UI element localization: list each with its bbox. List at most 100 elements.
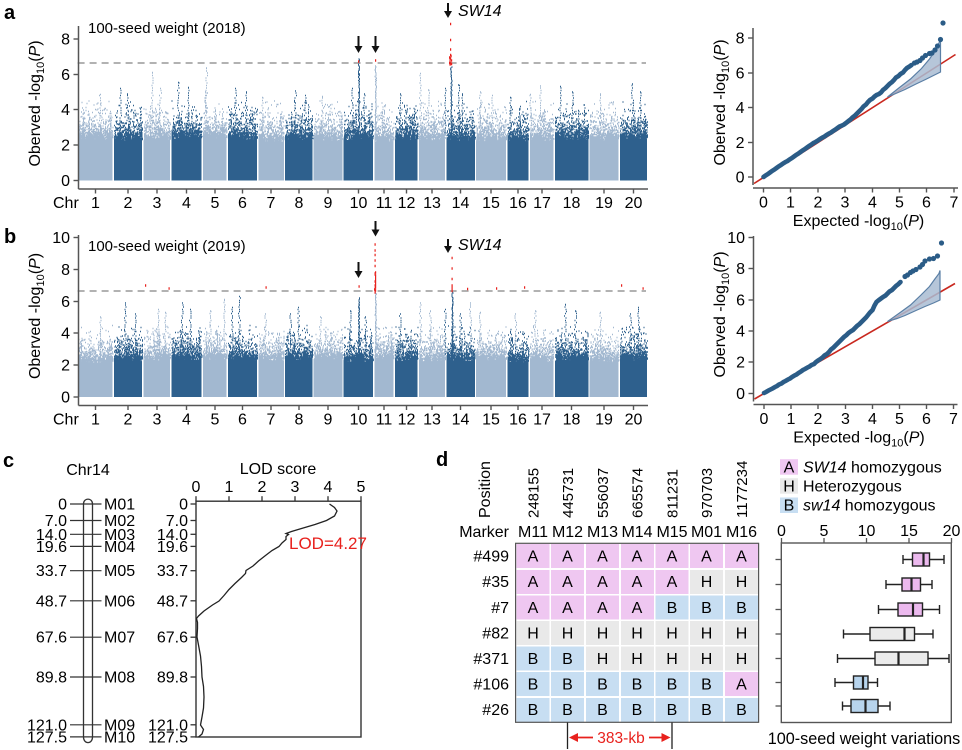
svg-text:B: B (528, 702, 539, 719)
svg-text:B: B (701, 600, 712, 617)
svg-text:sw14 homozygous: sw14 homozygous (803, 498, 936, 515)
svg-text:8: 8 (295, 412, 304, 429)
svg-text:#371: #371 (473, 651, 509, 668)
svg-text:A: A (736, 549, 747, 566)
svg-text:6: 6 (238, 412, 247, 429)
svg-text:H: H (736, 574, 748, 591)
svg-text:7: 7 (949, 411, 958, 428)
svg-text:19: 19 (595, 195, 613, 212)
svg-text:Marker: Marker (459, 524, 509, 541)
svg-text:0: 0 (179, 497, 188, 514)
svg-text:10: 10 (858, 523, 876, 540)
svg-text:H: H (701, 574, 713, 591)
svg-text:M09: M09 (104, 717, 135, 734)
svg-text:5: 5 (211, 412, 220, 429)
svg-text:1177234: 1177234 (734, 461, 751, 518)
svg-text:127.5: 127.5 (27, 729, 67, 746)
svg-text:4: 4 (61, 102, 70, 119)
svg-text:18: 18 (563, 195, 581, 212)
svg-text:2: 2 (124, 195, 133, 212)
svg-text:B: B (667, 702, 678, 719)
svg-text:17: 17 (533, 412, 551, 429)
svg-text:6: 6 (238, 195, 247, 212)
svg-text:SW14: SW14 (458, 237, 502, 254)
svg-text:H: H (701, 651, 713, 668)
svg-text:M01: M01 (691, 524, 722, 541)
svg-text:10: 10 (52, 230, 70, 247)
svg-text:1: 1 (225, 479, 234, 496)
svg-text:H: H (736, 626, 748, 643)
svg-text:3: 3 (841, 195, 850, 212)
svg-text:2: 2 (61, 358, 70, 375)
svg-text:6: 6 (61, 294, 70, 311)
svg-text:8: 8 (61, 262, 70, 279)
svg-text:#499: #499 (473, 549, 509, 566)
svg-text:48.7: 48.7 (36, 593, 67, 610)
svg-text:#35: #35 (482, 574, 509, 591)
svg-text:A: A (597, 549, 608, 566)
svg-text:#82: #82 (482, 626, 509, 643)
svg-text:14.0: 14.0 (36, 527, 67, 544)
svg-text:6: 6 (922, 411, 931, 428)
svg-text:11: 11 (376, 195, 393, 212)
svg-text:Chr14: Chr14 (66, 462, 110, 479)
svg-text:4: 4 (736, 100, 745, 117)
svg-text:d: d (436, 449, 448, 471)
svg-text:M11: M11 (518, 524, 548, 541)
svg-text:9: 9 (324, 412, 333, 429)
svg-text:Chr: Chr (53, 195, 79, 212)
svg-text:A: A (597, 600, 608, 617)
svg-text:5: 5 (357, 479, 366, 496)
svg-text:100-seed weight variations: 100-seed weight variations (768, 730, 961, 748)
svg-text:M16: M16 (726, 524, 757, 541)
svg-text:20: 20 (625, 195, 643, 212)
svg-text:8: 8 (736, 31, 745, 48)
svg-text:1: 1 (787, 411, 796, 428)
svg-text:H: H (631, 651, 643, 668)
svg-text:4: 4 (61, 326, 70, 343)
svg-text:B: B (701, 702, 712, 719)
svg-text:12: 12 (398, 195, 416, 212)
svg-text:A: A (528, 600, 539, 617)
svg-text:0: 0 (61, 173, 70, 190)
svg-text:5: 5 (895, 411, 904, 428)
svg-text:A: A (562, 600, 573, 617)
svg-text:B: B (701, 677, 712, 694)
svg-text:2: 2 (814, 411, 823, 428)
svg-text:Chr: Chr (53, 412, 79, 429)
svg-text:248155: 248155 (526, 468, 543, 518)
svg-text:14.0: 14.0 (157, 527, 188, 544)
svg-text:2: 2 (736, 355, 745, 372)
svg-text:811231: 811231 (665, 469, 682, 518)
svg-text:M06: M06 (104, 593, 135, 610)
svg-text:A: A (632, 549, 643, 566)
svg-text:6: 6 (736, 293, 745, 310)
svg-text:A: A (632, 600, 643, 617)
svg-text:0: 0 (759, 195, 768, 212)
svg-text:5: 5 (820, 523, 829, 540)
svg-text:970703: 970703 (699, 468, 716, 518)
svg-text:A: A (562, 549, 573, 566)
svg-text:7.0: 7.0 (166, 513, 188, 530)
svg-text:0: 0 (736, 170, 745, 187)
svg-text:H: H (527, 626, 539, 643)
svg-text:13: 13 (423, 195, 441, 212)
svg-text:89.8: 89.8 (36, 670, 67, 687)
svg-text:B: B (632, 702, 643, 719)
svg-text:33.7: 33.7 (36, 563, 67, 580)
svg-text:16: 16 (509, 412, 527, 429)
svg-text:2: 2 (814, 195, 823, 212)
svg-text:9: 9 (324, 195, 333, 212)
svg-text:48.7: 48.7 (157, 593, 188, 610)
svg-text:0: 0 (192, 479, 201, 496)
svg-text:121.0: 121.0 (27, 717, 67, 734)
svg-text:6: 6 (61, 67, 70, 84)
svg-text:100-seed weight (2018): 100-seed weight (2018) (88, 20, 246, 37)
svg-text:18: 18 (563, 412, 581, 429)
svg-text:3: 3 (291, 479, 300, 496)
svg-text:B: B (667, 600, 678, 617)
svg-text:A: A (632, 574, 643, 591)
svg-text:1: 1 (91, 195, 100, 212)
svg-text:15: 15 (482, 412, 500, 429)
svg-text:4: 4 (736, 324, 745, 341)
